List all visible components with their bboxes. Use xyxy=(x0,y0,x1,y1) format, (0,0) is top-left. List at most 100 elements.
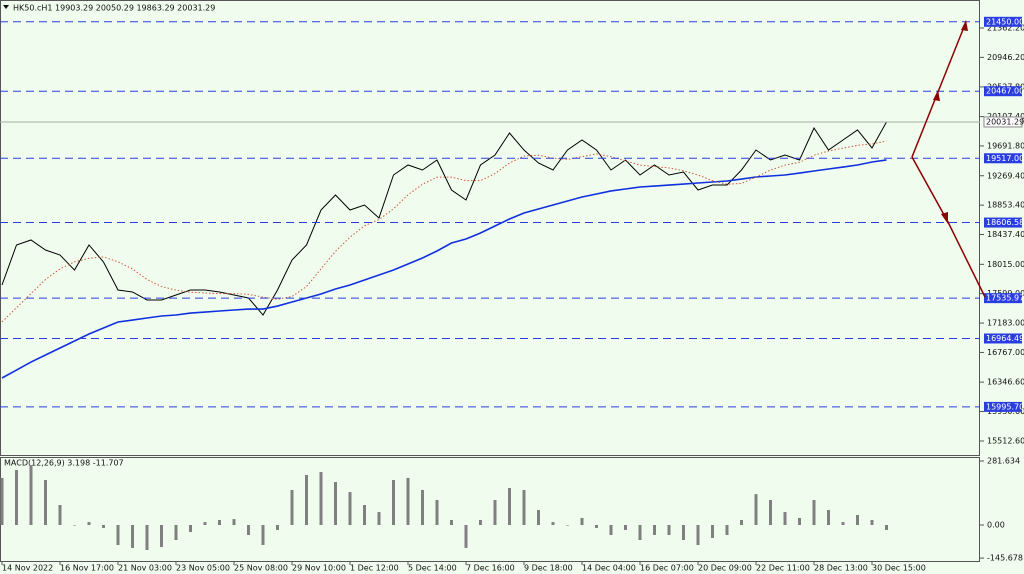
macd-bar xyxy=(73,525,76,526)
macd-bar xyxy=(29,465,33,525)
y-tick-label: 281.634 xyxy=(987,456,1020,465)
chart-title: HK50.cH1 19903.29 20050.29 19863.29 2003… xyxy=(13,4,215,13)
macd-bar xyxy=(450,520,453,525)
menu-triangle[interactable] xyxy=(3,5,9,9)
x-tick-label: 21 Nov 03:00 xyxy=(118,564,172,573)
level-label: 19517.00 xyxy=(986,154,1024,163)
macd-bar xyxy=(218,520,221,525)
macd-bar xyxy=(377,512,381,525)
macd-bar xyxy=(638,525,642,540)
level-label: 18606.58 xyxy=(986,218,1024,227)
macd-bar xyxy=(682,525,685,540)
level-label-box xyxy=(984,217,1022,228)
macd-bar xyxy=(740,520,743,525)
macd-bar xyxy=(392,480,395,525)
y-tick-label: 18015.00 xyxy=(987,260,1024,269)
x-tick-label: 7 Dec 16:00 xyxy=(466,564,515,573)
macd-bar xyxy=(841,522,845,525)
macd-bar xyxy=(334,482,337,525)
last-price-label: 20031.29 xyxy=(986,117,1024,126)
macd-bar xyxy=(870,520,874,525)
macd-bar xyxy=(885,525,888,530)
macd-bar xyxy=(595,525,598,528)
x-tick-label: 14 Dec 04:00 xyxy=(582,564,636,573)
macd-bar xyxy=(508,487,511,525)
level-label: 15995.70 xyxy=(986,402,1024,411)
y-tick-label: 18437.40 xyxy=(987,230,1024,239)
macd-title: MACD(12,26,9) 3.198 -11.707 xyxy=(4,459,124,468)
macd-bar xyxy=(435,500,439,525)
price-line xyxy=(1,121,887,316)
x-tick-label: 9 Dec 18:00 xyxy=(524,564,573,573)
macd-bar xyxy=(131,525,134,548)
level-label-box xyxy=(984,293,1022,304)
level-label: 21450.00 xyxy=(986,17,1024,26)
macd-bar xyxy=(58,505,62,525)
y-tick-label: -145.678 xyxy=(987,554,1023,563)
x-tick-label: 22 Dec 11:00 xyxy=(756,564,810,573)
price-line xyxy=(1,159,887,379)
x-tick-label: 30 Dec 15:00 xyxy=(872,564,926,573)
x-tick-label: 23 Nov 05:00 xyxy=(176,564,230,573)
price-line xyxy=(1,140,887,323)
up-arrow-head xyxy=(961,20,968,31)
last-price-box xyxy=(983,116,1023,128)
x-tick-label: 14 Nov 2022 xyxy=(2,564,53,573)
y-tick-label: 18853.40 xyxy=(987,201,1024,210)
macd-bar xyxy=(696,525,700,545)
macd-bar xyxy=(609,525,613,535)
macd-bar xyxy=(754,494,758,525)
macd-bar xyxy=(624,525,627,530)
macd-bar xyxy=(522,490,526,525)
x-tick-label: 5 Dec 14:00 xyxy=(408,564,457,573)
macd-bar xyxy=(667,525,671,535)
x-tick-label: 1 Dec 12:00 xyxy=(350,564,399,573)
macd-bar xyxy=(363,505,366,525)
macd-bar xyxy=(537,510,540,525)
macd-bar xyxy=(319,472,323,525)
macd-bar xyxy=(566,525,569,526)
x-tick-label: 25 Nov 08:00 xyxy=(234,564,288,573)
x-tick-label: 16 Nov 17:00 xyxy=(60,564,114,573)
macd-bar xyxy=(493,500,497,525)
y-tick-label: 15512.60 xyxy=(987,436,1024,445)
y-tick-label: 20946.20 xyxy=(987,53,1024,62)
level-label-box xyxy=(984,153,1022,164)
macd-bar xyxy=(145,525,149,550)
down-arrow-head xyxy=(941,212,948,224)
macd-bar xyxy=(580,517,584,525)
level-label-box xyxy=(984,16,1022,27)
macd-bar xyxy=(798,517,801,525)
macd-bar xyxy=(15,470,18,525)
macd-bar xyxy=(261,525,265,545)
level-label: 17535.97 xyxy=(986,294,1024,303)
y-tick-label: 16346.60 xyxy=(987,378,1024,387)
macd-bar xyxy=(232,519,236,525)
y-tick-label: 17183.00 xyxy=(987,319,1024,328)
up-arrow-head xyxy=(933,90,940,101)
macd-bar xyxy=(421,490,424,525)
macd-bar xyxy=(551,522,555,525)
macd-bar xyxy=(653,525,656,535)
y-tick-label: 19691.80 xyxy=(987,141,1024,150)
x-tick-label: 16 Dec 07:00 xyxy=(640,564,694,573)
x-tick-label: 29 Nov 10:00 xyxy=(292,564,346,573)
y-tick-label: 21362.20 xyxy=(987,24,1024,33)
level-label-box xyxy=(984,86,1022,97)
macd-bar xyxy=(247,525,250,535)
macd-bar xyxy=(827,510,830,525)
level-label: 20467.00 xyxy=(986,87,1024,96)
level-label-box xyxy=(984,333,1022,344)
macd-bar xyxy=(812,500,816,525)
y-tick-label: 0.00 xyxy=(987,521,1005,530)
x-tick-label: 28 Dec 13:00 xyxy=(814,564,868,573)
price-panel-frame xyxy=(0,0,980,456)
macd-bar xyxy=(203,522,207,525)
macd-bar xyxy=(189,525,192,533)
macd-bar xyxy=(102,525,105,528)
macd-bar xyxy=(44,480,47,525)
macd-bar xyxy=(856,515,859,525)
macd-bar xyxy=(305,475,308,525)
macd-bar xyxy=(0,477,4,525)
